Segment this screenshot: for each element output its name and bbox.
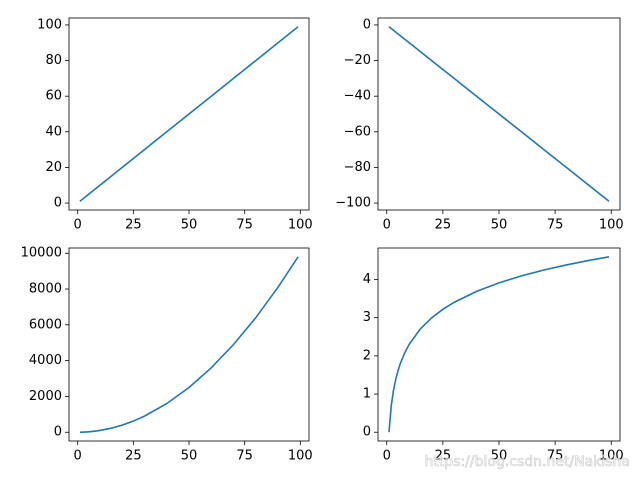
y-tick-label: −20 xyxy=(344,53,371,68)
y-tick-label: 6000 xyxy=(29,317,62,332)
line-series xyxy=(388,26,610,202)
x-tick-label: 75 xyxy=(236,218,253,233)
y-tick-label: 4000 xyxy=(29,353,62,368)
y-tick-label: 0 xyxy=(54,196,62,211)
axes-frame xyxy=(68,247,310,442)
y-tick-label: 0 xyxy=(54,425,62,440)
x-tick-label: 25 xyxy=(125,449,142,464)
line-series xyxy=(388,255,610,433)
x-tick-label: 25 xyxy=(435,218,452,233)
x-tick-label: 50 xyxy=(181,218,198,233)
x-tick-label: 50 xyxy=(181,449,198,464)
axes-frame xyxy=(377,247,621,442)
x-tick-label: 25 xyxy=(435,449,452,464)
y-tick-label: −80 xyxy=(344,160,371,175)
x-tick-label: 100 xyxy=(288,218,313,233)
y-tick-label: 60 xyxy=(45,89,62,104)
x-tick-label: 50 xyxy=(491,218,508,233)
x-tick-label: 0 xyxy=(383,218,391,233)
y-tick-label: 40 xyxy=(45,124,62,139)
watermark: https://blog.csdn.net/Nakisha xyxy=(424,454,630,470)
y-tick-label: 100 xyxy=(37,17,62,32)
x-tick-label: 75 xyxy=(547,449,564,464)
line-series xyxy=(79,26,299,202)
x-tick-label: 100 xyxy=(599,218,624,233)
x-tick-label: 50 xyxy=(491,449,508,464)
y-tick-label: 20 xyxy=(45,160,62,175)
y-tick-label: 0 xyxy=(363,17,371,32)
y-tick-label: 80 xyxy=(45,53,62,68)
y-tick-label: −40 xyxy=(344,89,371,104)
y-tick-label: −100 xyxy=(335,196,371,211)
x-tick-label: 0 xyxy=(74,218,82,233)
axes-frame xyxy=(68,17,310,211)
y-tick-label: 2000 xyxy=(29,389,62,404)
x-tick-label: 100 xyxy=(288,449,313,464)
y-tick-label: 4 xyxy=(363,272,371,287)
x-tick-label: 75 xyxy=(236,449,253,464)
y-tick-label: 1 xyxy=(363,387,371,402)
line-series xyxy=(79,256,299,434)
axes-frame xyxy=(377,17,621,211)
x-tick-label: 0 xyxy=(383,449,391,464)
y-tick-label: −60 xyxy=(344,124,371,139)
x-tick-label: 25 xyxy=(125,218,142,233)
y-tick-label: 10000 xyxy=(21,246,62,261)
y-tick-label: 0 xyxy=(363,425,371,440)
x-tick-label: 100 xyxy=(599,449,624,464)
x-tick-label: 0 xyxy=(74,449,82,464)
y-tick-label: 3 xyxy=(363,310,371,325)
y-tick-label: 2 xyxy=(363,348,371,363)
x-tick-label: 75 xyxy=(547,218,564,233)
y-tick-label: 8000 xyxy=(29,282,62,297)
